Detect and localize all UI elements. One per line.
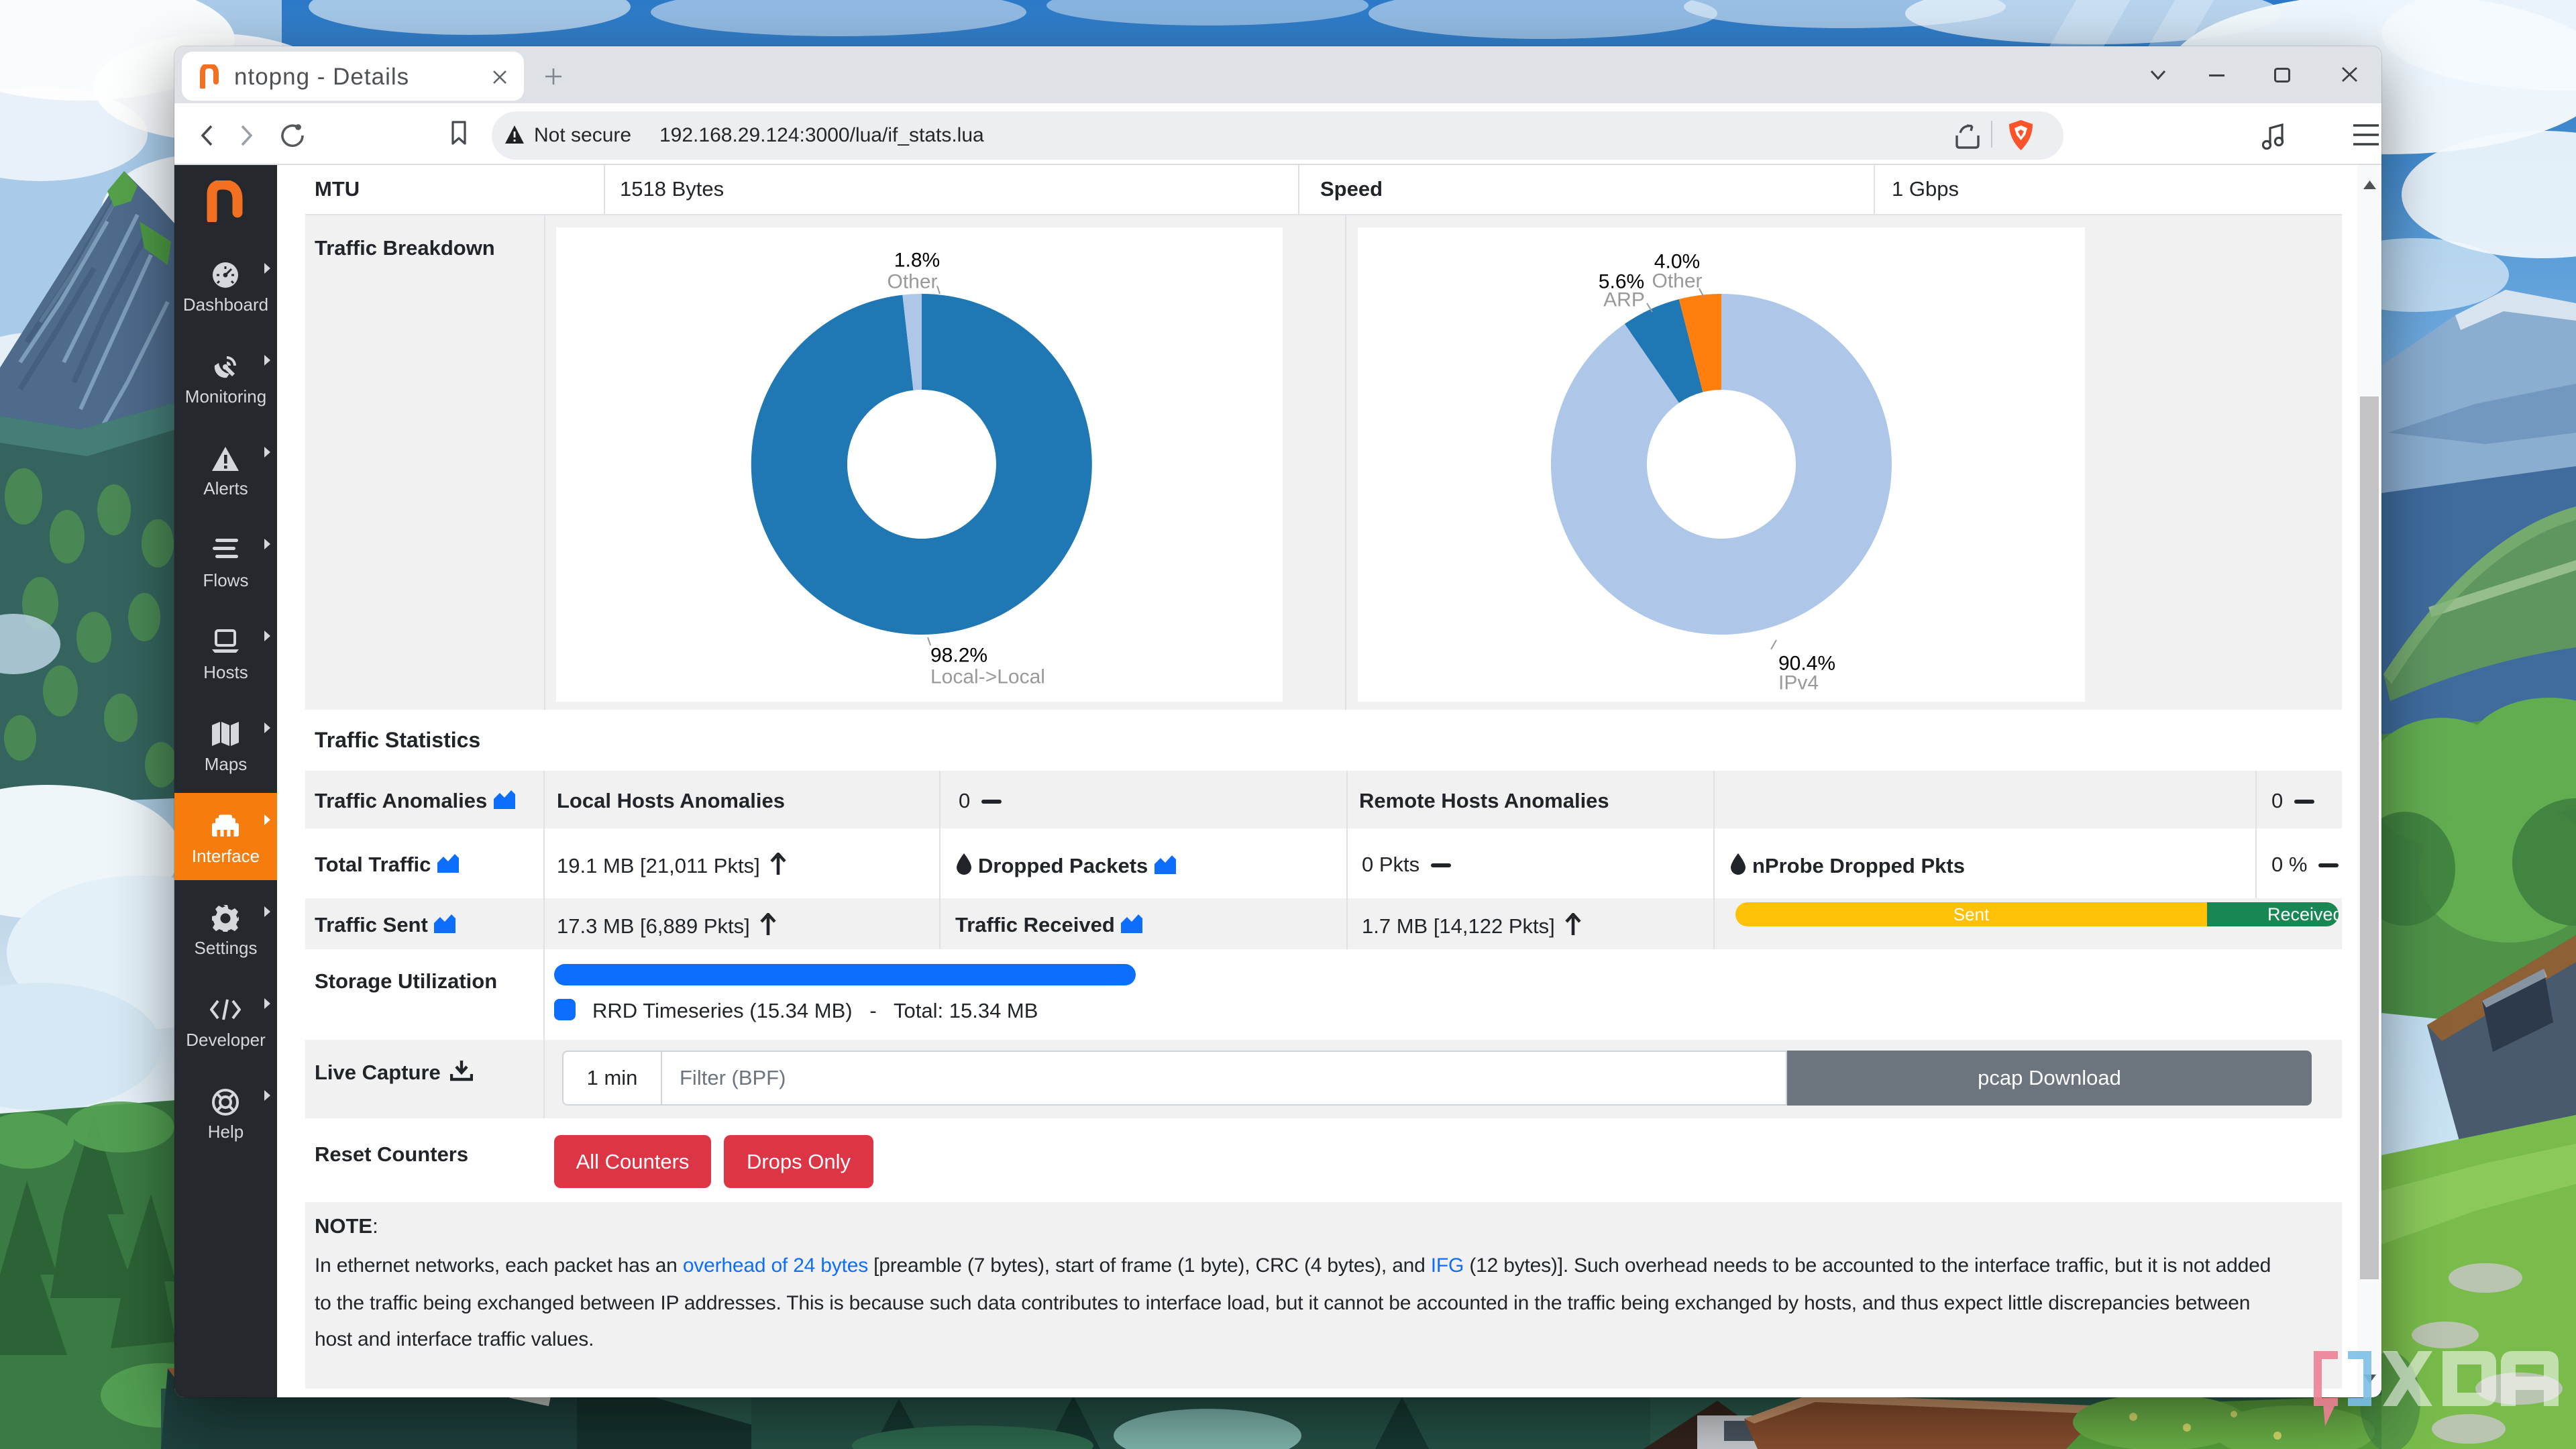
- svg-text:Other: Other: [887, 271, 937, 293]
- svg-text:98.2%: 98.2%: [930, 645, 987, 667]
- svg-text:1.8%: 1.8%: [894, 250, 940, 272]
- svg-text:IPv4: IPv4: [1778, 672, 1819, 694]
- svg-text:Other: Other: [1652, 270, 1702, 292]
- svg-text:90.4%: 90.4%: [1778, 653, 1835, 675]
- svg-text:4.0%: 4.0%: [1654, 251, 1700, 273]
- svg-text:ARP: ARP: [1603, 289, 1645, 311]
- svg-text:Local->Local: Local->Local: [930, 666, 1045, 688]
- svg-text:5.6%: 5.6%: [1599, 271, 1644, 293]
